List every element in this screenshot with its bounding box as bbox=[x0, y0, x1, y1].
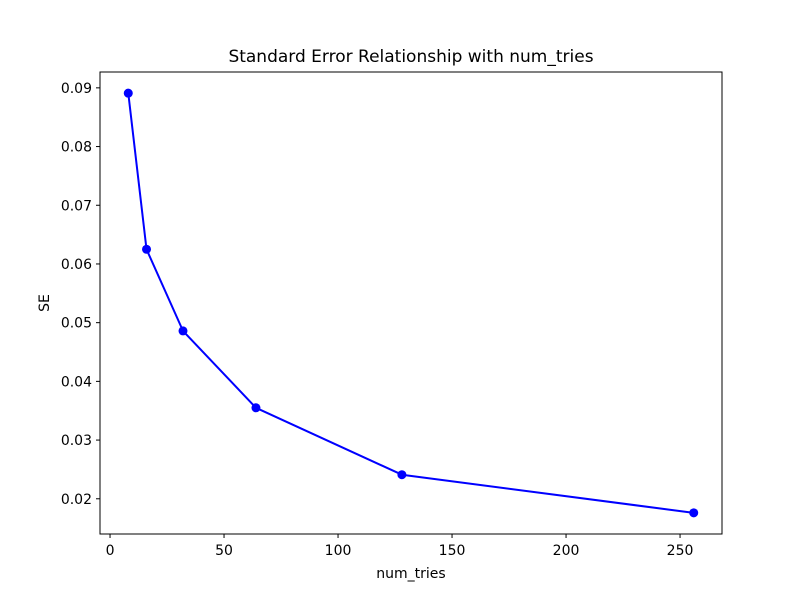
x-tick-label: 50 bbox=[215, 543, 233, 559]
y-tick-label: 0.08 bbox=[61, 140, 92, 156]
data-point-marker bbox=[123, 88, 133, 98]
data-points bbox=[123, 88, 699, 518]
x-tick-label: 250 bbox=[667, 543, 694, 559]
y-tick-label: 0.03 bbox=[61, 433, 92, 449]
y-tick-label: 0.06 bbox=[61, 257, 92, 273]
data-line bbox=[127, 92, 695, 514]
x-tick-label: 150 bbox=[439, 543, 466, 559]
data-point-marker bbox=[142, 244, 152, 254]
y-axis-label: SE bbox=[37, 294, 53, 312]
y-tick-label: 0.09 bbox=[61, 81, 92, 97]
x-tick-label: 0 bbox=[106, 543, 115, 559]
y-tick-label: 0.02 bbox=[61, 492, 92, 508]
y-tick-label: 0.04 bbox=[61, 374, 92, 390]
plot-area-border bbox=[99, 71, 723, 535]
data-point-marker bbox=[689, 508, 699, 518]
x-tick-label: 200 bbox=[553, 543, 580, 559]
x-axis-ticks: 0 50 100 150 200 250 bbox=[106, 534, 694, 559]
data-point-marker bbox=[251, 403, 261, 413]
y-tick-label: 0.07 bbox=[61, 198, 92, 214]
y-tick-label: 0.05 bbox=[61, 316, 92, 332]
x-tick-label: 100 bbox=[325, 543, 352, 559]
chart-title: Standard Error Relationship with num_tri… bbox=[228, 47, 593, 67]
y-axis-ticks: 0.02 0.03 0.04 0.05 0.06 0.07 0.08 0.09 bbox=[61, 81, 100, 508]
data-point-marker bbox=[397, 470, 407, 480]
data-point-marker bbox=[178, 326, 188, 336]
x-axis-label: num_tries bbox=[376, 566, 445, 582]
